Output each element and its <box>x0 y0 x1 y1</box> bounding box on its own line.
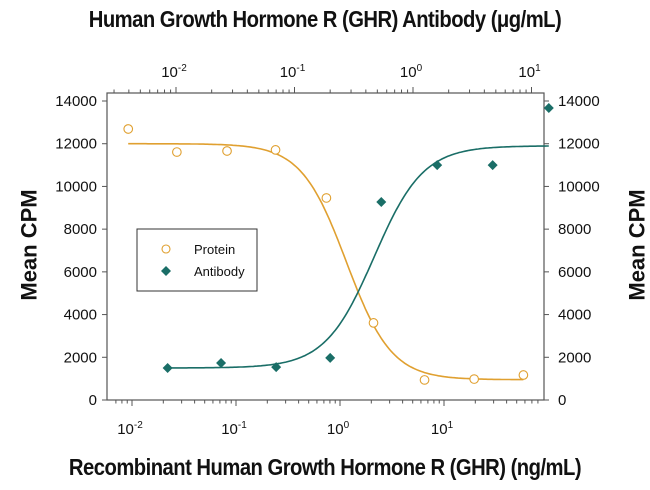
protein-data-point <box>368 318 379 328</box>
y-tick-label-right: 14000 <box>558 93 600 110</box>
legend-antibody-marker <box>161 266 171 276</box>
antibody-data-point <box>216 358 227 369</box>
x-tick-label-bottom: 10-1 <box>221 420 247 438</box>
antibody-data-point <box>162 362 173 373</box>
antibody-data-point <box>325 352 336 363</box>
protein-data-point <box>321 193 332 203</box>
x-tick-label-top: 101 <box>518 63 541 81</box>
x-tick-label-bottom: 101 <box>431 420 454 438</box>
protein-data-point <box>419 375 430 385</box>
antibody-data-point <box>487 160 498 171</box>
legend: Protein Antibody <box>136 228 258 292</box>
x-tick-label-top: 10-1 <box>280 63 306 81</box>
y-tick-label-right: 8000 <box>558 221 591 238</box>
y-tick-label-left: 0 <box>89 392 97 409</box>
y-tick-label-left: 10000 <box>55 178 97 195</box>
protein-fit-curve <box>128 142 524 381</box>
y-tick-label-right: 4000 <box>558 307 591 324</box>
protein-data-point <box>172 147 182 157</box>
x-tick-label-bottom: 10-2 <box>117 420 143 438</box>
y-tick-label-right: 6000 <box>558 264 591 281</box>
antibody-fit-curve <box>167 145 549 369</box>
legend-protein-label: Protein <box>194 242 235 257</box>
y-tick-label-right: 2000 <box>558 349 591 366</box>
y-tick-label-right: 0 <box>558 392 566 409</box>
legend-antibody-label: Antibody <box>194 264 245 279</box>
protein-data-point <box>222 146 232 156</box>
y-tick-label-left: 6000 <box>64 264 97 281</box>
y-tick-label-left: 4000 <box>64 307 97 324</box>
antibody-data-point <box>271 362 282 373</box>
x-tick-label-top: 100 <box>400 63 423 81</box>
antibody-data-point <box>376 197 387 208</box>
x-tick-label-bottom: 100 <box>327 420 350 438</box>
legend-protein-marker <box>161 244 171 254</box>
y-tick-label-left: 2000 <box>64 349 97 366</box>
y-tick-label-right: 12000 <box>558 136 600 153</box>
plot-frame <box>106 92 545 401</box>
antibody-data-point <box>432 160 443 171</box>
y-tick-label-left: 8000 <box>64 221 97 238</box>
y-tick-label-left: 12000 <box>55 136 97 153</box>
y-tick-label-right: 10000 <box>558 178 600 195</box>
x-tick-label-top: 10-2 <box>161 63 187 81</box>
protein-data-point <box>270 145 281 155</box>
bottom-axis-title: Recombinant Human Growth Hormone R (GHR)… <box>68 454 582 480</box>
protein-data-point <box>518 370 529 380</box>
top-axis-title: Human Growth Hormone R (GHR) Antibody (μ… <box>88 6 562 32</box>
y-tick-label-left: 14000 <box>55 93 97 110</box>
antibody-data-point <box>543 103 554 114</box>
protein-data-point <box>469 374 480 384</box>
protein-data-point <box>123 124 134 134</box>
